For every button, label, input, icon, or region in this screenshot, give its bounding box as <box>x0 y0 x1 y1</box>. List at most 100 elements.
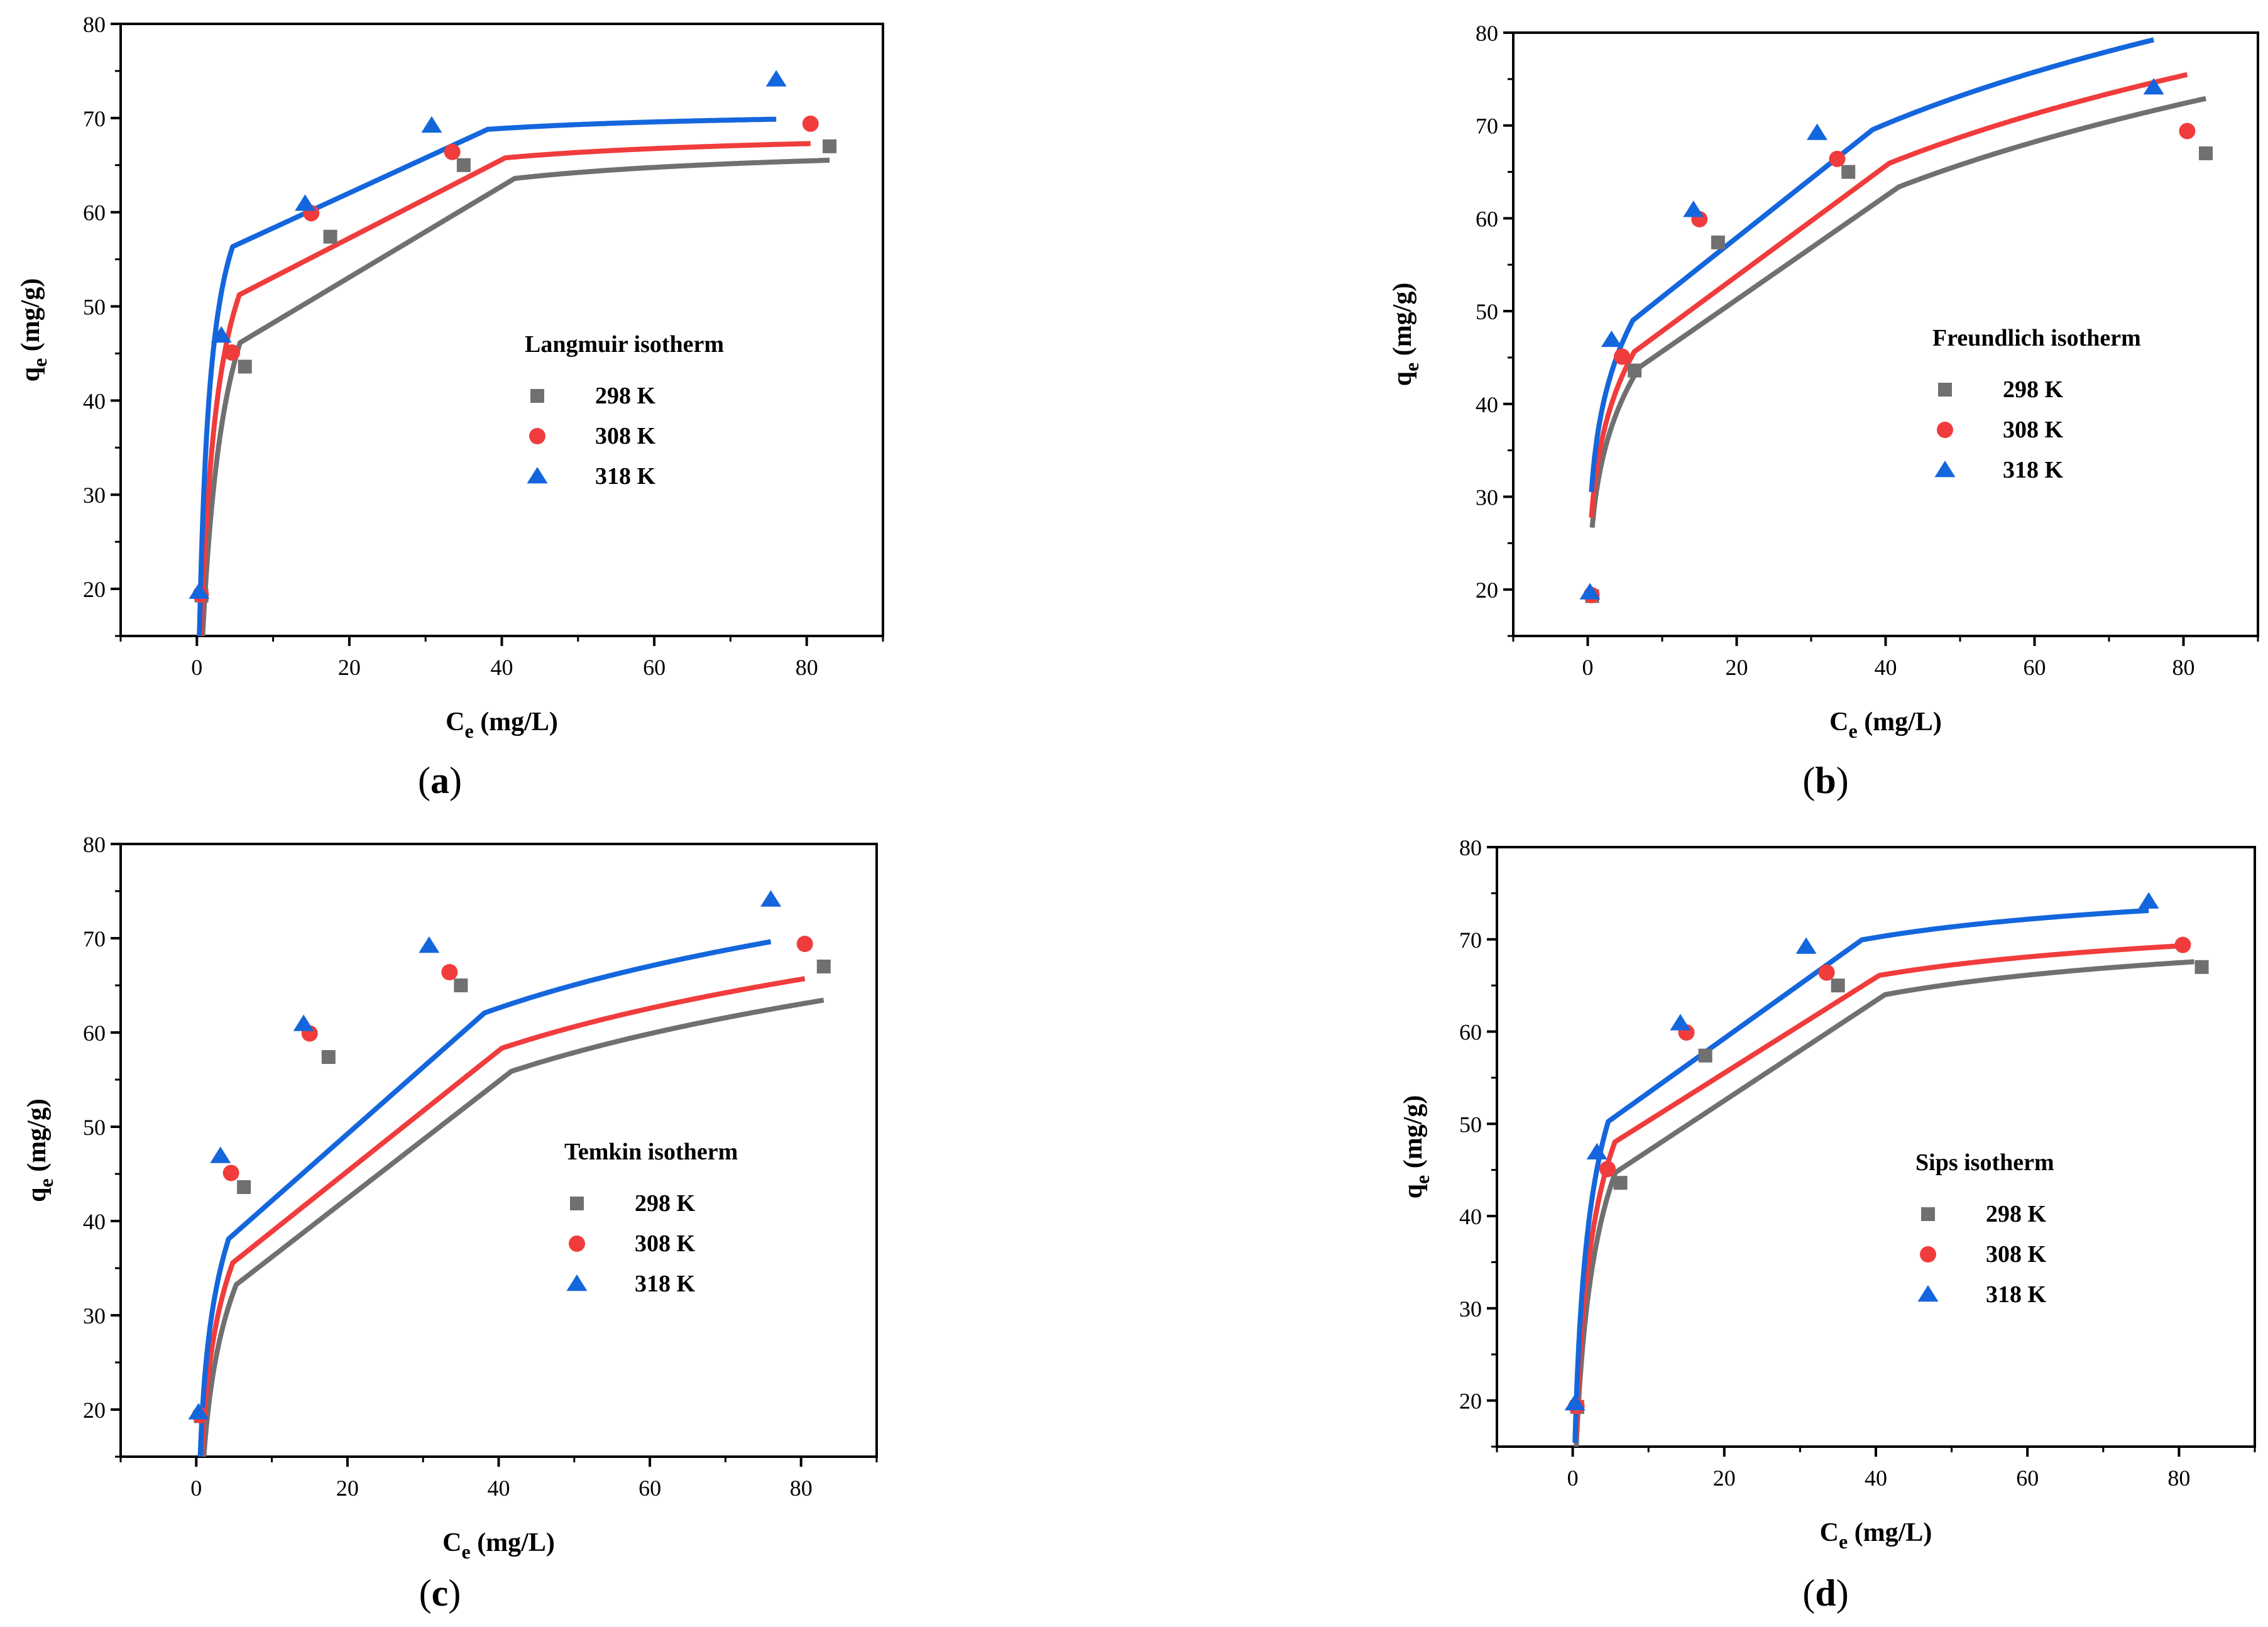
legend-marker <box>1934 461 1956 478</box>
y-tick-label: 30 <box>1459 1296 1482 1322</box>
data-point-318k <box>421 116 442 133</box>
fit-curve-298k <box>200 157 830 636</box>
fit-curve-308k <box>199 976 806 1457</box>
chart-panel-a: 0 20 40 60 80 20 30 40 50 60 70 80 Ce (mg/L) qe (mg/g… <box>16 12 884 801</box>
x-tick-label: 0 <box>1582 655 1594 680</box>
panel-caption: (a) <box>418 760 462 801</box>
data-point-318k <box>211 326 232 343</box>
y-axis-title: qe (mg/g) <box>23 1098 57 1202</box>
legend-entry: 318 K <box>2003 457 2064 483</box>
legend: Temkin isotherm 298 K 308 K 318 K <box>564 1139 738 1297</box>
data-point-308k <box>1614 348 1631 365</box>
data-point-308k <box>1599 1161 1616 1178</box>
legend-title: Langmuir isotherm <box>525 331 724 358</box>
y-axis-title: qe (mg/g) <box>1399 1095 1433 1199</box>
plot-frame <box>119 23 884 637</box>
y-tick-label: 30 <box>1476 485 1498 510</box>
fit-curve-318k <box>1572 907 2150 1444</box>
data-point-318k <box>760 890 782 907</box>
fit-curve-298k <box>201 997 824 1457</box>
x-tick-label: 40 <box>1865 1465 1887 1491</box>
data-point-308k <box>2179 123 2196 140</box>
x-axis-title: Ce (mg/L) <box>442 1528 555 1563</box>
data-point-298k <box>456 158 471 172</box>
data-point-308k <box>2174 936 2191 953</box>
legend-entry: 308 K <box>2003 417 2064 443</box>
y-tick-label: 60 <box>83 200 106 226</box>
data-point-318k <box>419 936 440 953</box>
y-tick-label: 70 <box>83 106 106 131</box>
data-point-308k <box>441 964 458 980</box>
x-tick-label: 40 <box>1875 655 1897 680</box>
y-tick-label: 80 <box>83 832 106 857</box>
legend-entry: 298 K <box>2003 376 2064 403</box>
legend-entry: 308 K <box>595 423 656 449</box>
data-point-298k <box>1613 1176 1628 1190</box>
data-point-318k <box>765 70 787 87</box>
x-tick-label: 20 <box>1713 1465 1736 1491</box>
data-point-308k <box>444 143 461 160</box>
data-point-318k <box>1579 583 1601 600</box>
y-tick-label: 20 <box>1459 1389 1482 1414</box>
y-tick-label: 80 <box>1476 21 1498 46</box>
x-tick-label: 40 <box>491 655 513 680</box>
legend: Sips isotherm 298 K 308 K 318 K <box>1915 1149 2054 1308</box>
y-tick-label: 30 <box>83 1303 106 1328</box>
x-tick-label: 60 <box>643 655 666 680</box>
data-point-298k <box>1628 363 1642 378</box>
legend-marker <box>570 1197 584 1210</box>
y-tick-label: 40 <box>83 1209 106 1234</box>
data-point-308k <box>802 115 819 132</box>
legend-entry: 298 K <box>635 1190 696 1217</box>
x-tick-label: 80 <box>2172 655 2195 680</box>
data-point-298k <box>1841 165 1856 179</box>
legend-entry: 308 K <box>1986 1241 2047 1268</box>
data-point-318k <box>1670 1014 1691 1031</box>
legend-marker <box>530 389 544 403</box>
fit-curve-308k <box>1589 72 2188 520</box>
data-point-298k <box>1831 978 1845 993</box>
x-axis-title: Ce (mg/L) <box>1829 708 1942 742</box>
fit-curve-308k <box>198 141 811 636</box>
y-tick-label: 80 <box>83 12 106 37</box>
legend-marker <box>566 1274 588 1291</box>
legend-title: Temkin isotherm <box>564 1139 738 1165</box>
legend-marker <box>527 467 548 484</box>
data-point-318k <box>1564 1394 1586 1411</box>
y-tick-label: 70 <box>83 926 106 951</box>
y-tick-label: 20 <box>83 1398 106 1423</box>
y-tick-label: 60 <box>83 1021 106 1046</box>
legend-marker <box>1937 422 1953 438</box>
legend-entry: 318 K <box>1986 1281 2047 1308</box>
data-point-308k <box>1829 150 1846 167</box>
y-tick-label: 50 <box>1476 299 1498 324</box>
x-tick-label: 40 <box>488 1476 510 1501</box>
legend-entry: 318 K <box>595 463 656 490</box>
y-tick-label: 60 <box>1459 1020 1482 1045</box>
data-point-318k <box>189 582 210 599</box>
data-point-298k <box>2199 146 2213 160</box>
data-point-318k <box>2143 78 2164 95</box>
x-tick-label: 60 <box>638 1476 661 1501</box>
legend-marker <box>1938 383 1952 397</box>
data-point-298k <box>323 229 337 244</box>
x-tick-label: 60 <box>2024 655 2046 680</box>
data-point-298k <box>816 960 831 973</box>
data-point-308k <box>222 1164 239 1181</box>
data-point-318k <box>1586 1142 1608 1160</box>
chart-panel-c: 0 20 40 60 80 20 30 40 50 60 70 80 Ce (mg/L) qe (mg/g… <box>23 832 878 1614</box>
x-axis-title: Ce (mg/L) <box>1820 1518 1932 1553</box>
fit-curve-318k <box>197 116 777 636</box>
panel-caption: (c) <box>419 1572 461 1614</box>
legend-entry: 298 K <box>595 383 656 409</box>
data-point-298k <box>2194 960 2209 974</box>
data-point-308k <box>796 936 813 952</box>
legend-marker <box>1920 1246 1936 1263</box>
data-point-298k <box>321 1050 336 1064</box>
data-point-298k <box>1711 235 1725 249</box>
x-tick-label: 0 <box>1567 1465 1579 1491</box>
data-point-308k <box>224 344 241 361</box>
y-tick-label: 40 <box>1476 392 1498 417</box>
data-point-318k <box>1795 937 1817 954</box>
